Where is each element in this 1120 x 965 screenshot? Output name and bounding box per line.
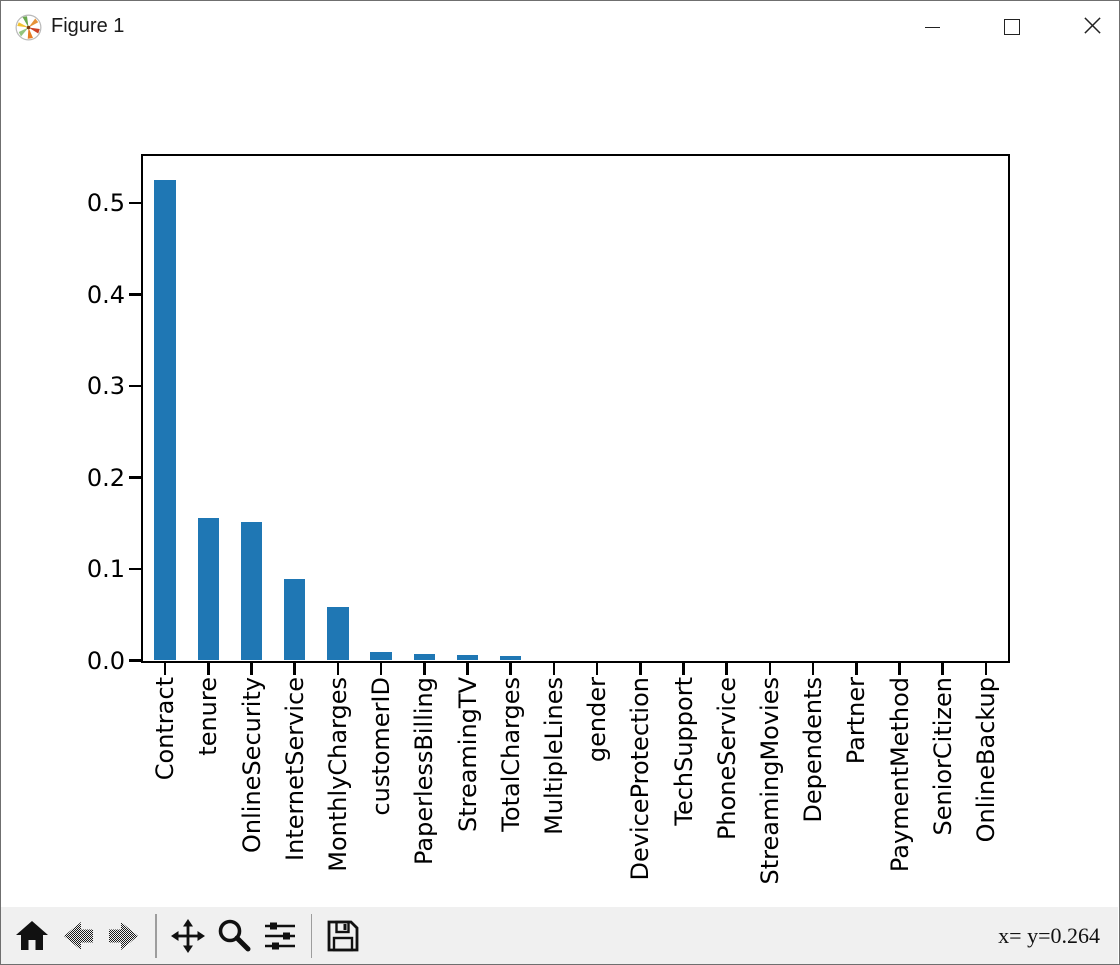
x-tick-label: OnlineSecurity <box>237 677 266 853</box>
bar <box>197 517 220 661</box>
figure-canvas[interactable]: 0.0 0.1 0.2 0.3 0.4 0.5 Contract tenure OnlineSe… <box>1 56 1118 907</box>
x-tick-mark <box>595 663 599 675</box>
bar <box>283 579 306 661</box>
x-tick-label: Contract <box>151 677 180 781</box>
close-button[interactable] <box>1060 1 1119 53</box>
x-tick-mark <box>423 663 426 675</box>
x-tick-label: gender <box>583 677 612 763</box>
maximize-button[interactable] <box>980 1 1044 53</box>
x-tick-label: PaperlessBilling <box>410 677 439 865</box>
forward-arrow-icon <box>109 921 138 950</box>
x-tick-mark <box>466 663 469 675</box>
y-tick-mark <box>129 567 141 571</box>
x-tick-mark <box>768 663 772 675</box>
x-tick-label: PhoneService <box>712 677 741 841</box>
x-tick-mark <box>336 663 340 675</box>
sliders-icon <box>264 922 295 949</box>
x-tick-label: OnlineBackup <box>971 677 1000 843</box>
x-tick-mark <box>639 663 642 675</box>
forward-button[interactable] <box>101 912 147 960</box>
y-tick-mark <box>129 476 141 479</box>
bar <box>327 606 349 661</box>
back-arrow-icon <box>64 921 93 950</box>
save-button[interactable] <box>320 912 366 960</box>
minimize-button[interactable] <box>900 1 964 53</box>
home-icon <box>16 920 48 950</box>
x-tick-mark <box>855 663 858 675</box>
toolbar-separator <box>310 913 312 958</box>
close-icon <box>1083 17 1101 34</box>
x-tick-mark <box>250 663 253 675</box>
window-title: Figure 1 <box>51 15 125 37</box>
y-tick-label: 0.1 <box>86 555 125 584</box>
x-tick-label: tenure <box>194 677 223 756</box>
bar <box>413 654 436 661</box>
y-tick-mark <box>129 384 141 388</box>
x-tick-mark <box>552 663 556 675</box>
x-tick-label: InternetService <box>280 677 309 861</box>
y-tick-mark <box>129 293 141 296</box>
y-tick-label: 0.0 <box>86 646 125 675</box>
cursor-coordinates: x= y=0.264 <box>998 922 1100 948</box>
x-tick-label: StreamingMovies <box>755 677 784 885</box>
y-tick-label: 0.4 <box>86 280 125 309</box>
x-tick-mark <box>898 663 901 675</box>
pan-arrows-icon <box>170 918 205 953</box>
x-tick-label: TotalCharges <box>496 677 525 832</box>
zoom-magnifier-icon <box>218 919 250 951</box>
x-tick-mark <box>207 663 210 675</box>
x-tick-mark <box>379 663 383 675</box>
home-button[interactable] <box>9 912 55 960</box>
x-tick-label: StreamingTV <box>453 677 482 833</box>
x-tick-label: MultipleLines <box>539 677 568 835</box>
save-floppy-icon <box>327 920 359 951</box>
x-tick-label: Partner <box>842 677 871 765</box>
x-tick-label: DeviceProtection <box>626 677 655 881</box>
y-tick-mark <box>129 659 141 662</box>
x-tick-mark <box>941 663 944 675</box>
configure-subplots-button[interactable] <box>257 912 303 960</box>
x-tick-label: PaymentMethod <box>885 677 914 873</box>
x-tick-mark <box>293 663 296 675</box>
toolbar-separator <box>155 913 157 958</box>
back-button[interactable] <box>55 912 101 960</box>
bar <box>370 652 392 661</box>
x-tick-mark <box>984 663 988 675</box>
bar <box>456 655 479 661</box>
x-tick-mark <box>725 663 728 675</box>
bar <box>499 655 522 661</box>
x-tick-label: TechSupport <box>669 677 698 826</box>
pan-button[interactable] <box>165 912 211 960</box>
x-tick-mark <box>163 663 167 675</box>
bar <box>240 522 263 661</box>
x-tick-mark <box>811 663 815 675</box>
x-tick-label: customerID <box>367 677 396 816</box>
matplotlib-logo-icon <box>15 14 42 41</box>
y-tick-label: 0.5 <box>86 189 125 218</box>
minimize-icon <box>924 26 940 28</box>
titlebar[interactable]: Figure 1 <box>1 1 1119 56</box>
x-tick-label: SeniorCitizen <box>928 677 957 836</box>
x-tick-mark <box>682 663 685 675</box>
zoom-button[interactable] <box>211 912 257 960</box>
bar <box>154 180 176 661</box>
navigation-toolbar: x= y=0.264 <box>1 907 1118 964</box>
x-tick-label: MonthlyCharges <box>323 677 352 872</box>
x-tick-label: Dependents <box>799 677 828 823</box>
y-tick-label: 0.3 <box>86 372 125 401</box>
y-tick-label: 0.2 <box>86 463 125 492</box>
maximize-icon <box>1004 19 1020 35</box>
plot-area[interactable] <box>141 154 1010 663</box>
y-tick-mark <box>129 201 141 205</box>
x-tick-mark <box>509 663 512 675</box>
